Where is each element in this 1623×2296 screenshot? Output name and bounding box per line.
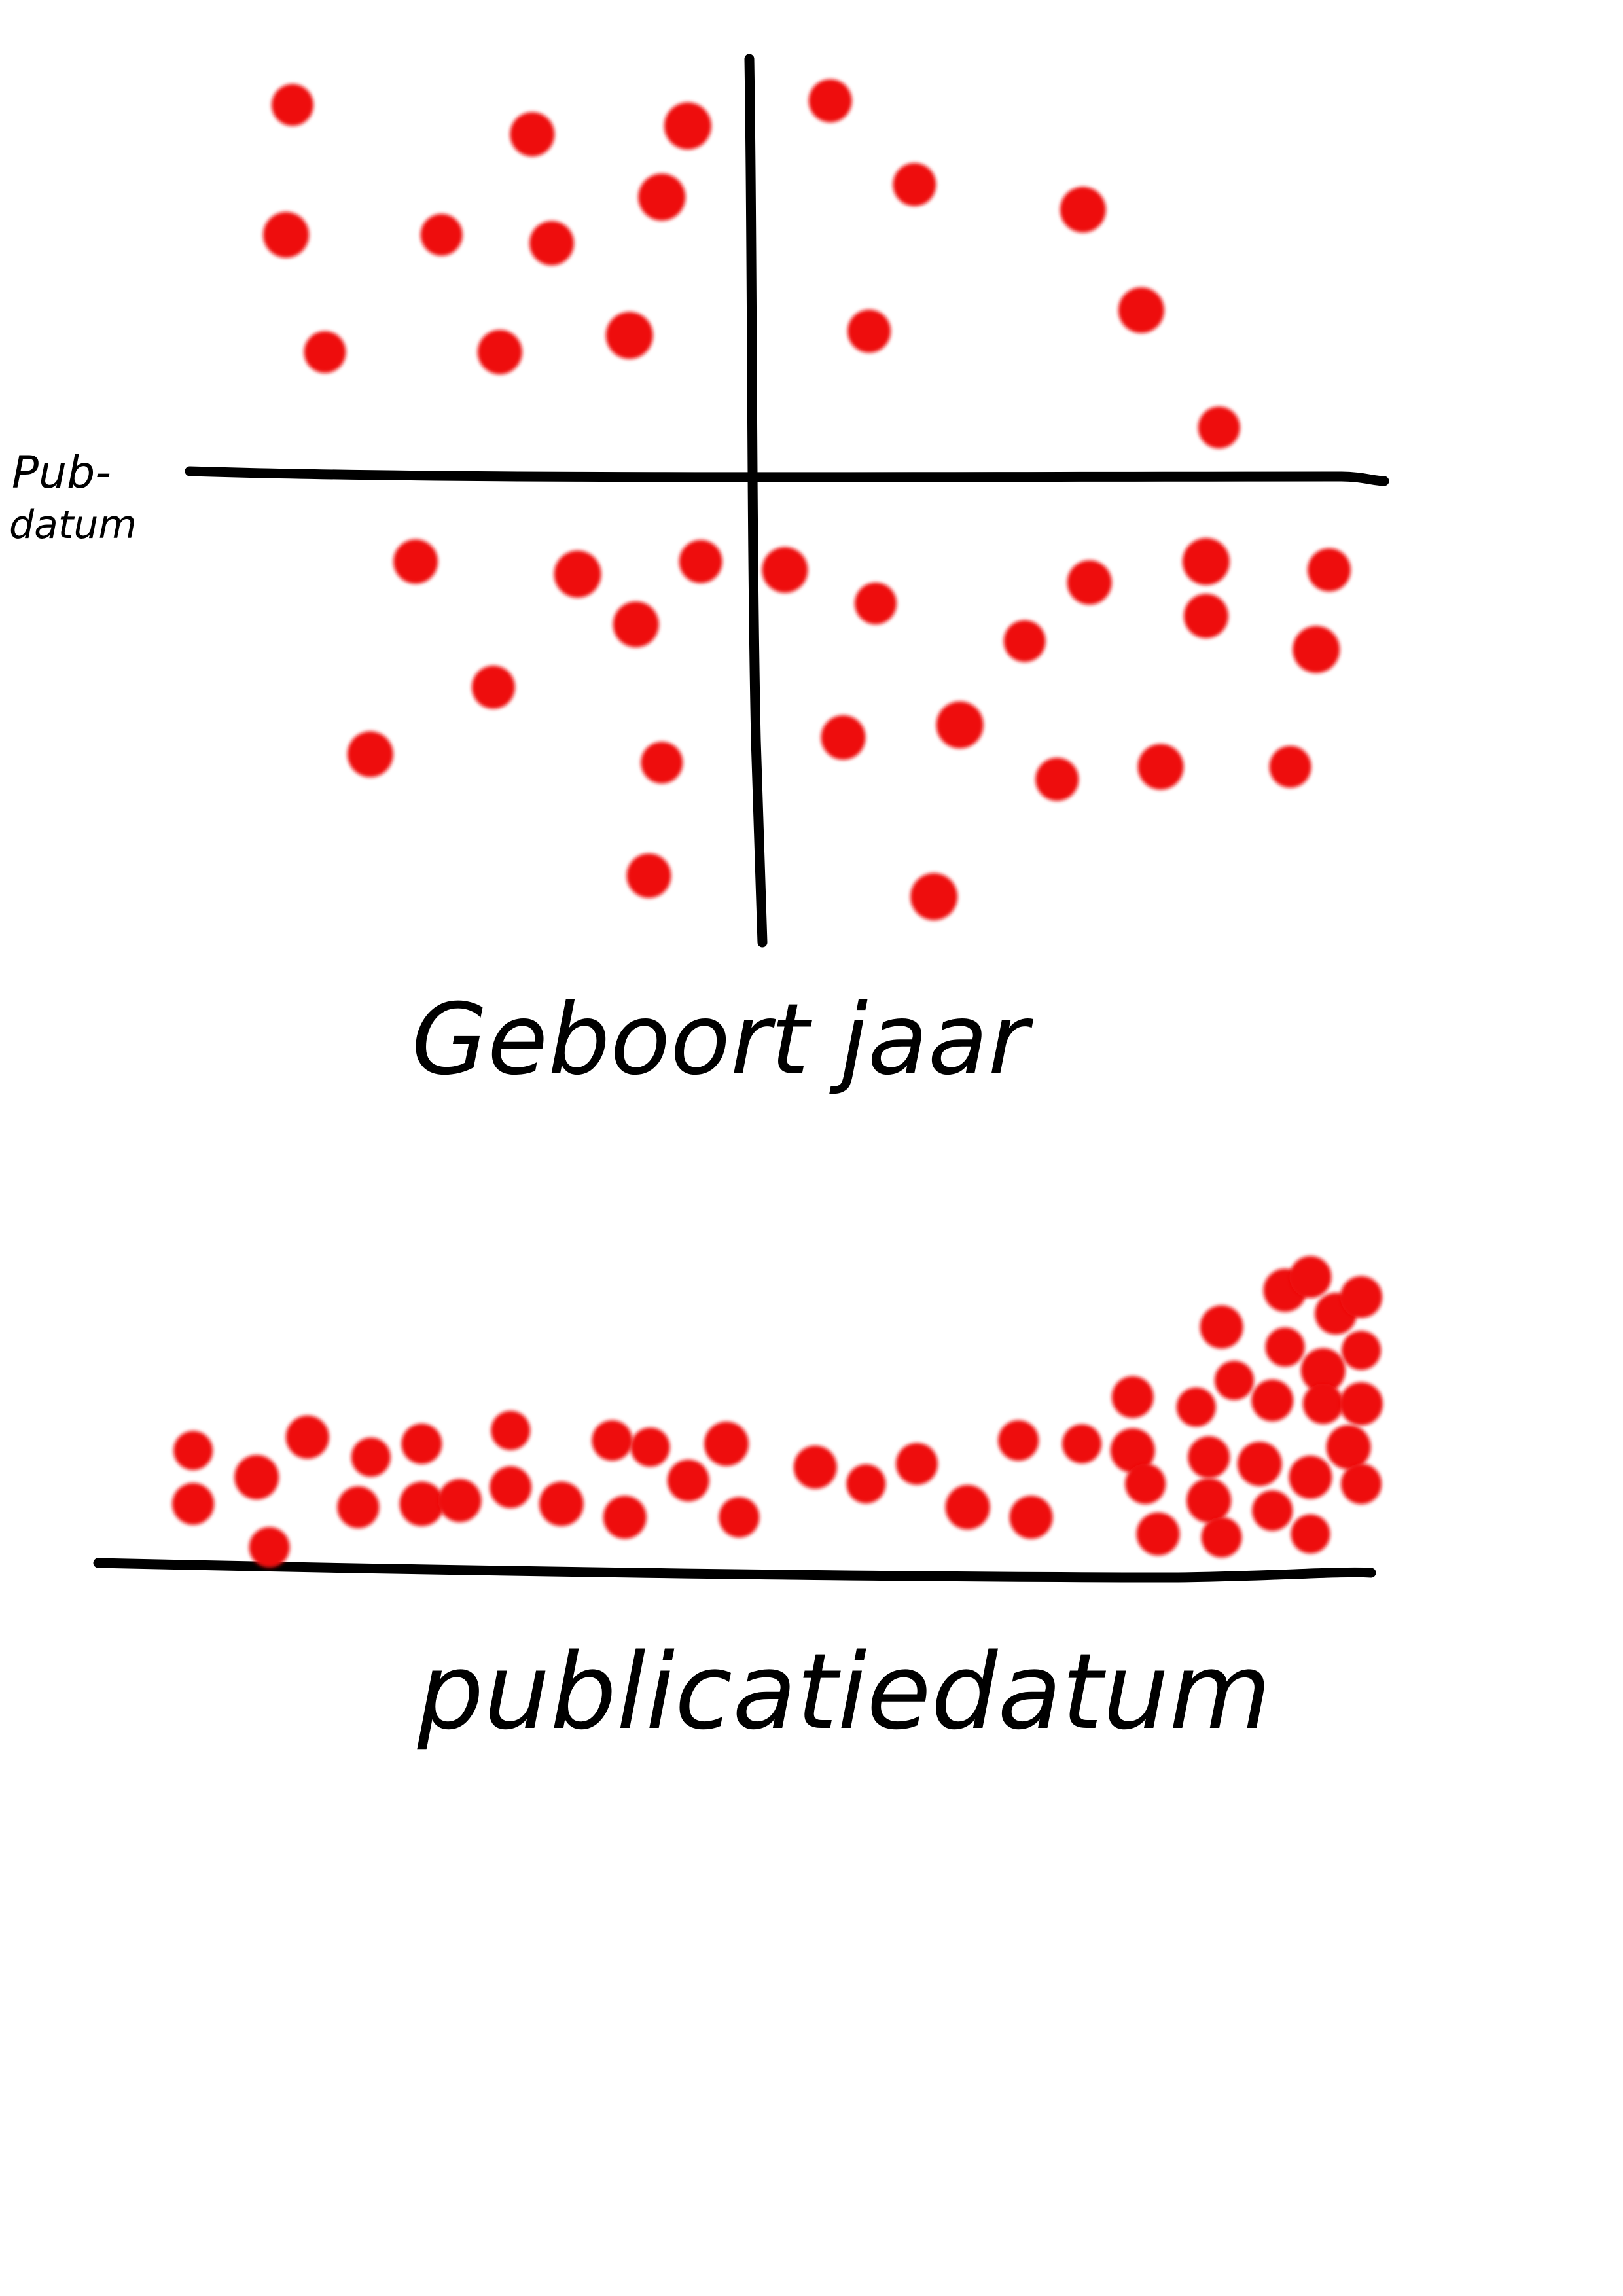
chart2-point-11 bbox=[490, 1466, 531, 1508]
scatter-points-chart1 bbox=[263, 79, 1351, 920]
chart1-point-16 bbox=[393, 539, 438, 584]
chart1-point-3 bbox=[809, 79, 852, 122]
chart2-point-23 bbox=[998, 1420, 1039, 1461]
chart2-point-37 bbox=[1238, 1442, 1282, 1486]
chart2-point-22 bbox=[946, 1485, 990, 1530]
chart2-point-4 bbox=[286, 1416, 329, 1459]
chart2-point-33 bbox=[1202, 1517, 1242, 1558]
chart2-point-10 bbox=[491, 1411, 530, 1450]
chart1-point-19 bbox=[762, 547, 808, 593]
chart2-point-14 bbox=[603, 1496, 647, 1539]
y-axis-line bbox=[749, 59, 762, 942]
chart2-point-28 bbox=[1125, 1463, 1166, 1504]
chart1-point-28 bbox=[472, 666, 515, 709]
chart1-point-5 bbox=[421, 214, 463, 256]
chart2-point-21 bbox=[896, 1443, 938, 1485]
chart2-point-25 bbox=[1062, 1424, 1101, 1463]
chart2-point-7 bbox=[399, 1482, 444, 1526]
chart2-point-35 bbox=[1215, 1361, 1254, 1400]
chart2-point-50 bbox=[1342, 1331, 1381, 1370]
chart2-point-32 bbox=[1186, 1479, 1231, 1523]
chart1-point-2 bbox=[664, 102, 711, 149]
chart2-point-45 bbox=[1291, 1515, 1330, 1554]
x-axis-line bbox=[190, 471, 1384, 481]
chart2-point-16 bbox=[668, 1460, 709, 1501]
x-axis-label-chart1: Geboort jaar bbox=[412, 983, 1034, 1097]
chart2-point-36 bbox=[1251, 1380, 1293, 1422]
y-axis-label-line1: Pub- bbox=[12, 447, 111, 499]
chart2-point-6 bbox=[337, 1486, 379, 1528]
y-axis-label-line2: datum bbox=[9, 502, 137, 548]
x-axis-line-chart2 bbox=[98, 1563, 1371, 1577]
chart2-point-43 bbox=[1303, 1384, 1344, 1424]
chart1-point-30 bbox=[641, 742, 683, 783]
chart1-point-15 bbox=[1198, 406, 1240, 448]
chart2-point-30 bbox=[1177, 1388, 1216, 1427]
chart2-point-8 bbox=[401, 1424, 442, 1464]
chart1-point-11 bbox=[478, 330, 522, 374]
chart1-point-17 bbox=[554, 550, 601, 598]
chart1-point-27 bbox=[1293, 626, 1340, 673]
chart1-point-10 bbox=[304, 331, 346, 373]
chart1-point-35 bbox=[1270, 746, 1311, 788]
chart1-point-37 bbox=[910, 873, 957, 920]
chart2-point-20 bbox=[846, 1464, 885, 1503]
chart2-point-49 bbox=[1340, 1382, 1383, 1426]
chart2-point-5 bbox=[351, 1437, 391, 1477]
chart1-point-22 bbox=[1183, 538, 1230, 585]
chart1-point-20 bbox=[855, 583, 897, 624]
chart2-point-29 bbox=[1137, 1513, 1180, 1556]
quadrant-scatter-chart: Pub- datum Geboort jaar bbox=[9, 59, 1384, 1097]
chart1-point-0 bbox=[272, 84, 313, 126]
chart2-point-1 bbox=[172, 1483, 214, 1525]
chart2-point-44 bbox=[1289, 1456, 1332, 1499]
chart2-point-40 bbox=[1266, 1327, 1305, 1367]
chart2-point-18 bbox=[719, 1497, 759, 1537]
chart1-point-12 bbox=[606, 312, 653, 359]
chart1-point-26 bbox=[1184, 594, 1228, 638]
chart2-point-9 bbox=[438, 1479, 482, 1522]
chart1-point-36 bbox=[627, 853, 671, 898]
chart2-point-19 bbox=[794, 1446, 837, 1489]
chart2-point-15 bbox=[631, 1427, 670, 1467]
chart2-point-47 bbox=[1327, 1425, 1371, 1469]
chart1-point-7 bbox=[638, 173, 685, 221]
chart1-point-21 bbox=[1067, 560, 1112, 605]
chart1-point-34 bbox=[1138, 744, 1184, 790]
chart2-point-17 bbox=[704, 1422, 749, 1466]
chart2-point-26 bbox=[1112, 1376, 1154, 1418]
scatter-points-chart2 bbox=[172, 1256, 1383, 1568]
chart1-point-32 bbox=[936, 702, 984, 749]
chart2-point-0 bbox=[173, 1431, 213, 1470]
chart1-point-25 bbox=[1004, 620, 1046, 662]
distribution-scatter-chart: publicatiedatum bbox=[98, 1256, 1383, 1753]
chart2-point-51 bbox=[1340, 1276, 1382, 1318]
chart1-point-1 bbox=[510, 112, 554, 156]
chart1-point-4 bbox=[263, 212, 309, 258]
chart1-point-29 bbox=[348, 731, 393, 777]
chart1-point-24 bbox=[613, 601, 659, 647]
chart1-point-13 bbox=[847, 310, 891, 353]
chart2-point-34 bbox=[1200, 1306, 1243, 1349]
chart1-point-18 bbox=[679, 540, 722, 583]
chart1-point-9 bbox=[1060, 187, 1106, 232]
chart1-point-6 bbox=[529, 221, 574, 266]
chart2-point-38 bbox=[1252, 1490, 1293, 1531]
chart2-point-13 bbox=[592, 1420, 632, 1461]
chart1-point-33 bbox=[1035, 758, 1079, 801]
chart2-point-48 bbox=[1341, 1463, 1382, 1504]
chart2-point-31 bbox=[1188, 1436, 1230, 1478]
chart2-point-41 bbox=[1289, 1256, 1331, 1298]
chart2-point-12 bbox=[539, 1482, 584, 1526]
chart1-point-31 bbox=[821, 715, 866, 760]
chart2-point-24 bbox=[1010, 1496, 1053, 1539]
chart1-point-14 bbox=[1118, 287, 1164, 333]
chart2-point-2 bbox=[234, 1455, 279, 1499]
chart2-point-3 bbox=[249, 1527, 290, 1568]
chart1-point-8 bbox=[893, 163, 936, 206]
x-axis-label-chart2: publicatiedatum bbox=[417, 1630, 1272, 1753]
chart1-point-23 bbox=[1308, 548, 1351, 592]
